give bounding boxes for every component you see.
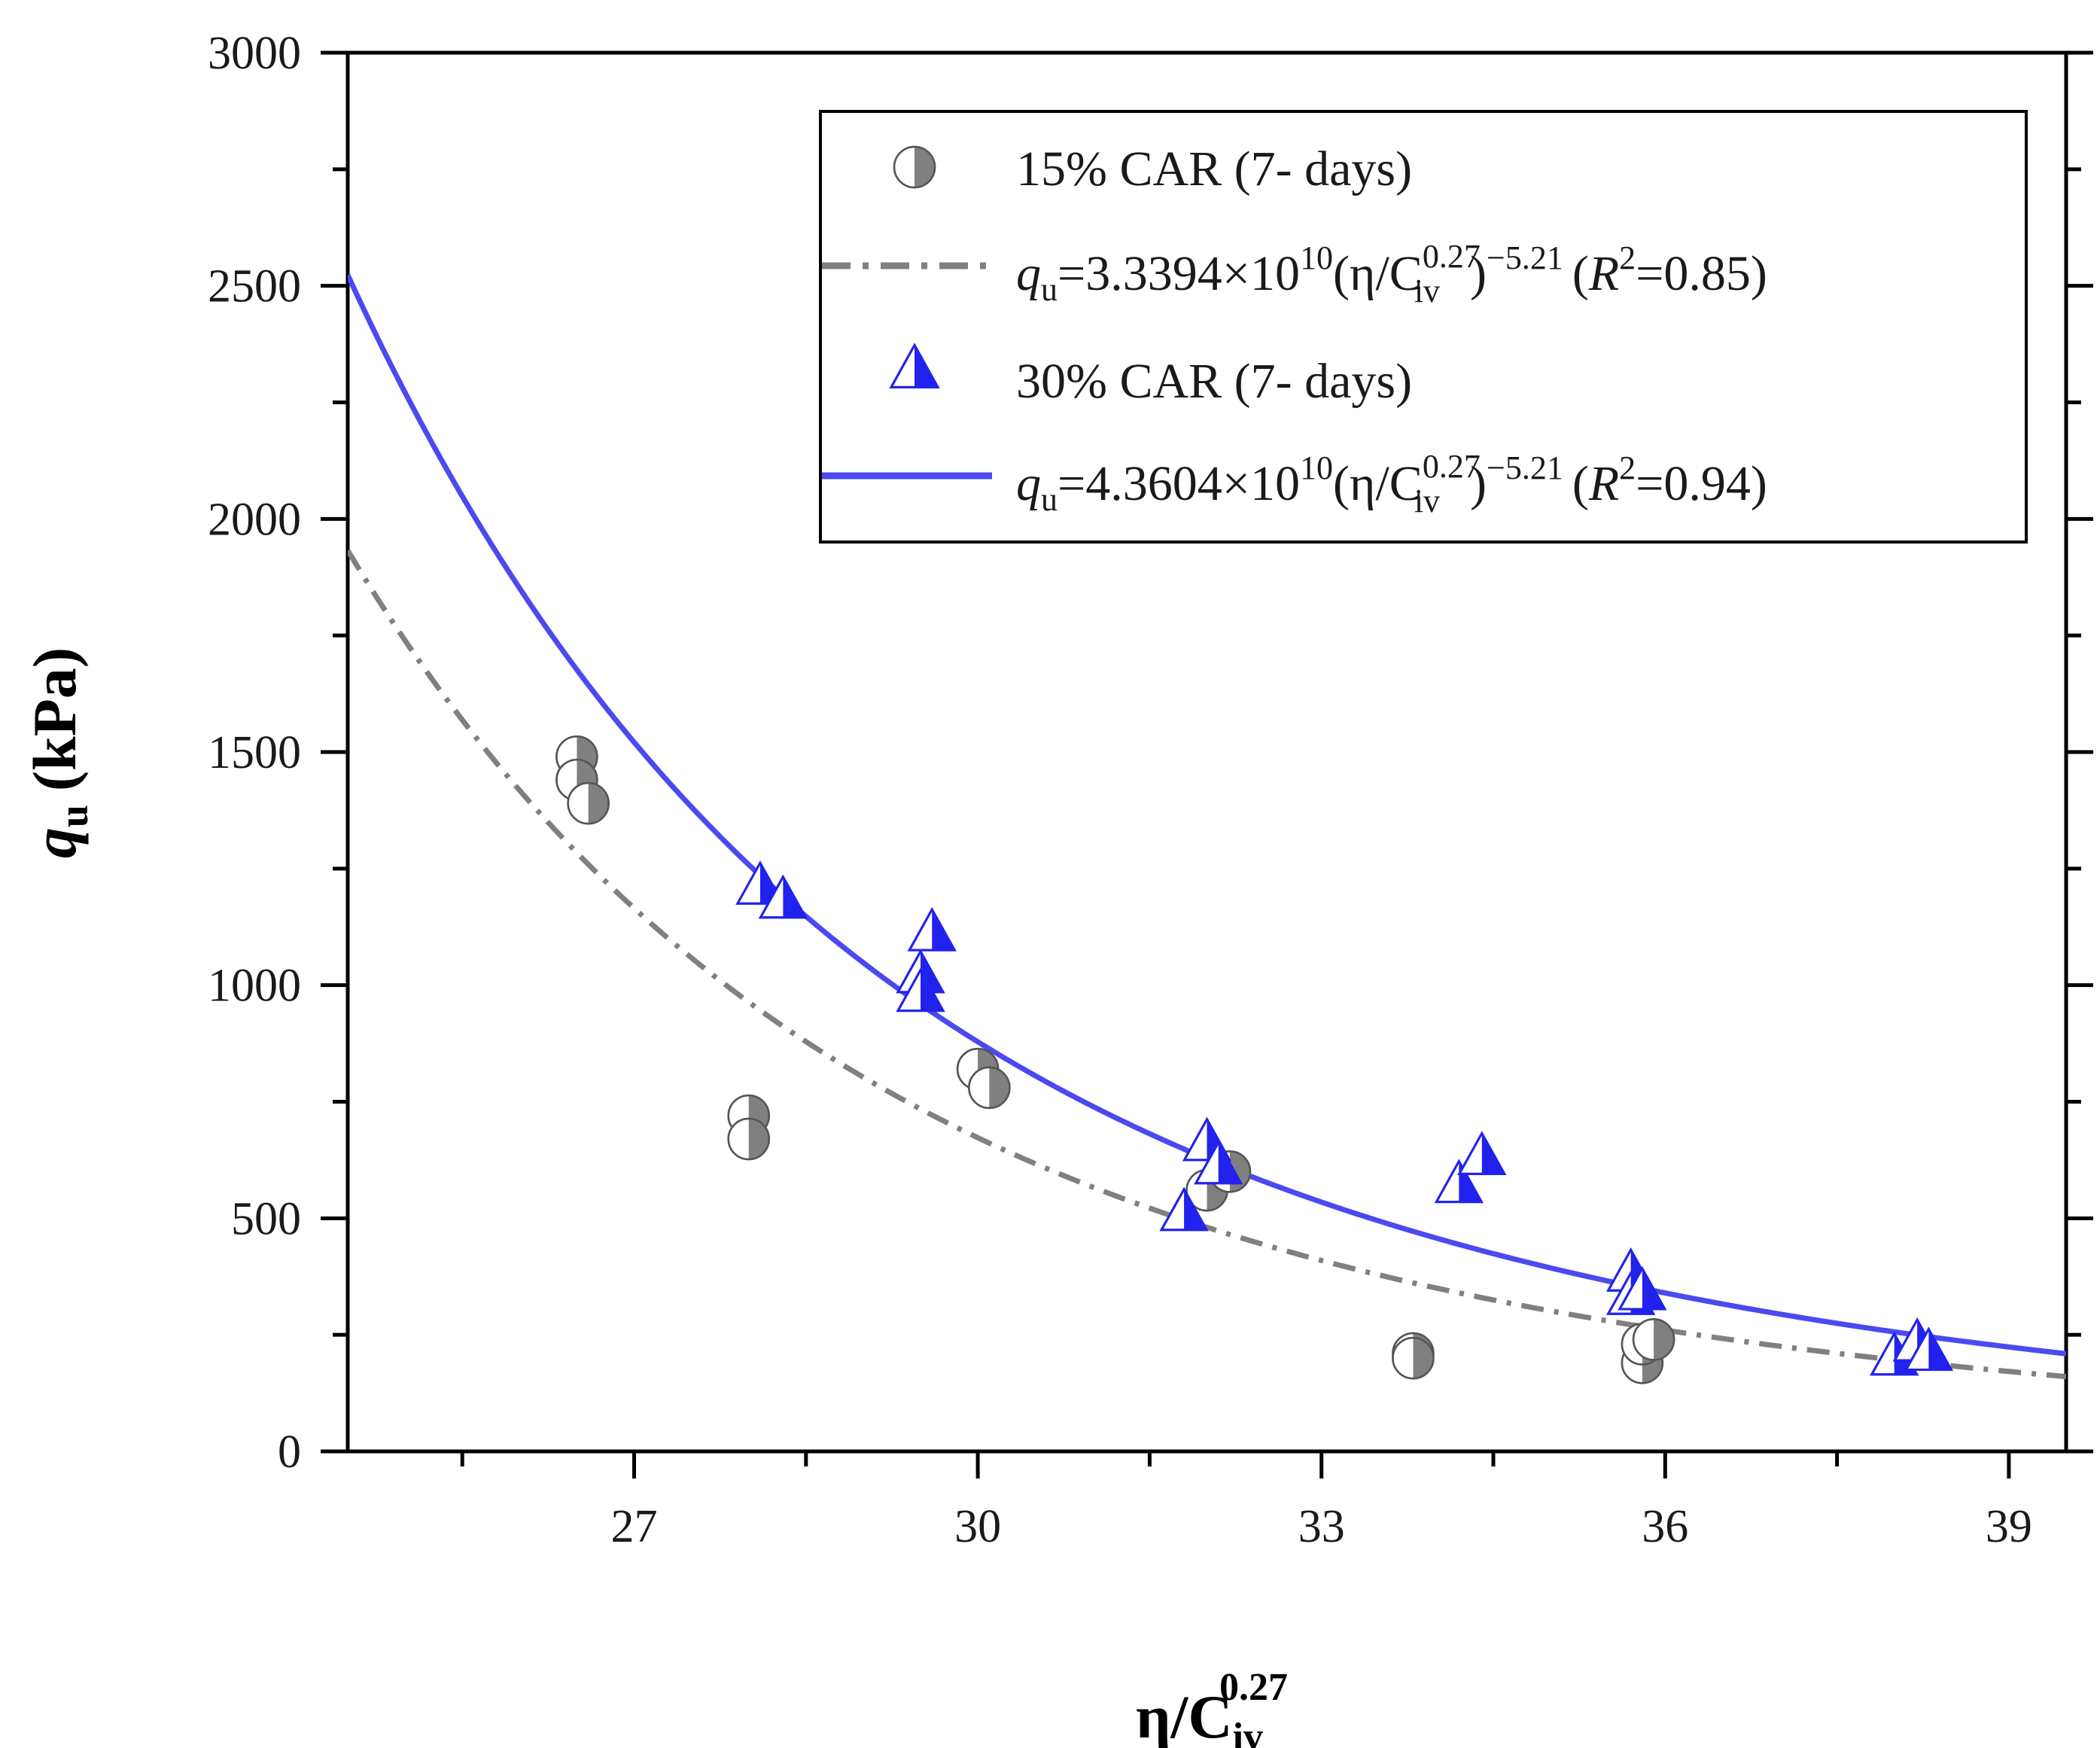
legend-fit1-q: q [1016,246,1041,301]
x-tick-label: 30 [954,1501,1001,1552]
tick-labels: 0 500 1000 1500 2000 2500 3000 27 30 33 36 39 [208,28,2032,1552]
legend-fit2-q: q [1016,456,1041,511]
data-point-15car [968,1066,1011,1110]
legend-fit2-csup: 0.27 [1423,448,1481,485]
y-tick-label: 1500 [208,727,301,778]
legend-circle-shape [893,145,936,189]
x-tick-label: 27 [611,1501,658,1552]
legend-fit2-R2: 2 [1619,449,1636,486]
legend-fit2-pow: −5.21 [1487,449,1563,486]
legend-label-30car: 30% CAR (7- days) [1016,354,1412,409]
legend-fit1-pow: −5.21 [1487,239,1563,276]
legend-fit2-rval: =0.94) [1636,456,1767,511]
y-axis-title-var: q [20,827,89,858]
data-point-30car [1457,1131,1507,1175]
legend-fit2-exp10: 10 [1300,449,1333,486]
x-axis-title: η/Civ 0.27 [1136,1666,1288,1748]
legend-triangle-shape [889,343,940,388]
legend-fit1-r: ( [1572,246,1589,301]
legend-label-15car: 15% CAR (7- days) [1016,142,1412,196]
legend-fit1-eq: =3.3394×10 [1058,246,1300,301]
fit-curve-15car [348,549,2066,1380]
x-axis-title-base: η/C [1136,1683,1233,1748]
data-point-30car [907,907,957,952]
legend-item-fit-15car: qu=3.3394×1010(η/C0.27 iv)−5.21 (R2=0.85) [822,238,1767,309]
legend-marker-triangle [889,343,940,388]
legend-box [819,110,2028,544]
y-tick-label: 500 [231,1193,301,1244]
data-point-15car [567,781,610,825]
legend-fit2-eq: =4.3604×10 [1058,456,1300,511]
legend-fit1-qsub: u [1041,271,1058,308]
data-point-30car [735,860,785,905]
legend-label-fit-15car: qu=3.3394×1010(η/C0.27 iv)−5.21 (R2=0.85) [1016,238,1767,309]
legend-fit1-csup: 0.27 [1423,238,1481,275]
legend-fit2-R: R [1588,456,1619,511]
legend-fit1-paren: (η/C [1333,246,1423,301]
data-point-30car [1159,1186,1209,1232]
x-axis-title-sub: iv [1233,1716,1263,1748]
data-point-30car [758,874,808,919]
legend-fit1-exp10: 10 [1300,239,1333,276]
y-tick-label: 0 [278,1427,301,1478]
legend-fit2-qsub: u [1041,481,1058,518]
x-tick-label: 39 [1986,1501,2032,1552]
legend-fit2-csub: iv [1414,483,1440,519]
y-tick-label: 1000 [208,961,301,1012]
data-point-30car [896,967,945,1013]
y-tick-label: 2000 [208,494,301,545]
y-axis-title-unit: (kPa) [20,647,89,791]
legend-fit1-R2: 2 [1619,239,1636,276]
tick-marks [321,50,2093,1478]
legend-fit1-close: ) [1470,246,1487,301]
data-point-15car [727,1117,770,1161]
legend-item-30car: 30% CAR (7- days) [889,343,1412,409]
legend-item-fit-30car: qu=4.3604×1010(η/C0.27 iv)−5.21 (R2=0.94) [822,448,1767,519]
y-tick-label: 3000 [208,28,301,79]
legend-fit2-r: ( [1572,456,1589,511]
legend-fit2-paren: (η/C [1333,456,1423,511]
data-point-15car [1632,1318,1675,1361]
legend-marker-circle [893,145,936,189]
data-point-15car [1392,1336,1435,1380]
y-axis-title-sub: u [51,805,96,827]
data-point-30car [1194,1140,1243,1185]
legend: 15% CAR (7- days) qu=3.3394×1010(η/C0.27… [819,110,2028,544]
y-axis-title: qu (kPa) [20,647,96,858]
legend-fit1-R: R [1588,246,1619,301]
legend-label-fit-30car: qu=4.3604×1010(η/C0.27 iv)−5.21 (R2=0.94) [1016,448,1767,519]
legend-fit1-rval: =0.85) [1636,246,1767,301]
data-point-30car [1904,1326,1953,1372]
x-tick-label: 36 [1642,1501,1688,1552]
legend-item-15car: 15% CAR (7- days) [893,142,1412,196]
y-tick-label: 2500 [208,261,301,312]
data-points [555,735,1953,1384]
data-point-30car [1618,1265,1667,1311]
x-tick-label: 33 [1298,1501,1345,1552]
x-axis-title-sup: 0.27 [1219,1666,1288,1709]
legend-fit1-csub: iv [1414,273,1440,309]
legend-fit2-close: ) [1470,456,1487,511]
